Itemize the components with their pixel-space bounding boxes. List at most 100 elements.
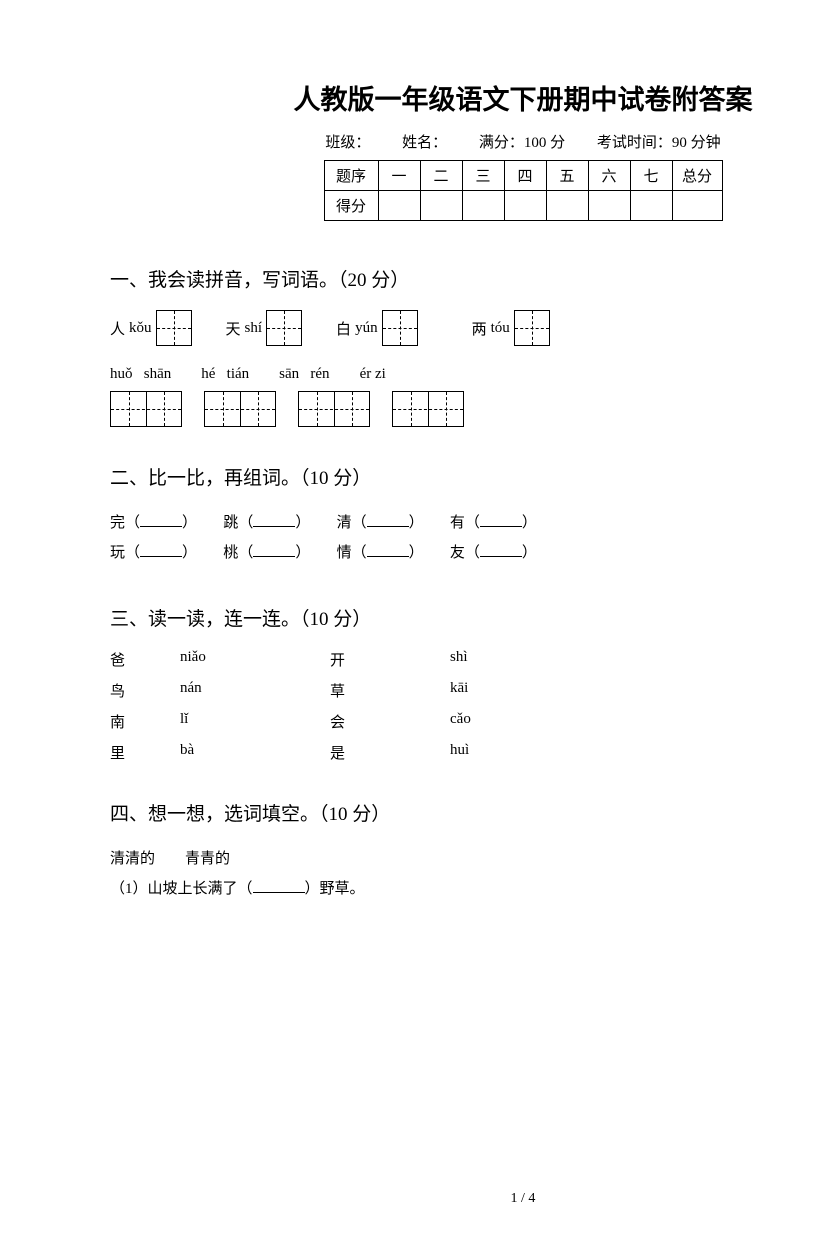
s4-choices: 清清的 青青的 (110, 844, 826, 874)
s1-pinyin-row: huǒ shān hé tián sān rén ér zi (110, 366, 826, 383)
meta-name: 姓名： (402, 135, 447, 151)
s2-row: 完（） 跳（） 清（） 有（） (110, 508, 826, 538)
s1-item: 人 kǒu (110, 310, 192, 346)
text: （1）山坡上长满了（ (110, 881, 253, 897)
char: 桃 (223, 538, 238, 568)
cell: nán (180, 680, 330, 701)
tianzi-box (156, 310, 192, 346)
section-3: 三、读一读，连一连。（10 分） 爸 niǎo 开 shì 鸟 nán 草 kā… (110, 604, 826, 763)
blank (253, 513, 295, 527)
s4-line1: （1）山坡上长满了（ ）野草。 (110, 874, 826, 904)
s3-title: 三、读一读，连一连。（10 分） (110, 604, 826, 631)
tianzi-box (266, 310, 302, 346)
score-col: 一 (378, 161, 420, 191)
pinyin: kǒu (129, 320, 152, 337)
hanzi: 两 (472, 318, 487, 339)
cell: 里 (110, 742, 180, 763)
blank (140, 543, 182, 557)
s1-box-row (110, 391, 826, 427)
s1-item: 天 shí (226, 310, 303, 346)
cell: 开 (330, 649, 450, 670)
hanzi: 天 (226, 318, 241, 339)
cell: shì (450, 649, 530, 670)
blank (480, 543, 522, 557)
tianzi-box (382, 310, 418, 346)
char: 友 (450, 538, 465, 568)
cell: cǎo (450, 711, 530, 732)
cell: 南 (110, 711, 180, 732)
tianzi-box-2 (392, 391, 464, 427)
score-cell (630, 191, 672, 221)
page-footer: 1 / 4 (110, 1191, 826, 1207)
s2-row: 玩（） 桃（） 情（） 友（） (110, 538, 826, 568)
pinyin: tóu (491, 320, 510, 337)
score-col: 二 (420, 161, 462, 191)
s1-row1: 人 kǒu 天 shí 白 yún 两 tóu (110, 310, 826, 346)
char: 有 (450, 508, 465, 538)
cell: lǐ (180, 711, 330, 732)
pinyin: ér zi (360, 366, 386, 383)
meta-time: 考试时间：90 分钟 (597, 135, 721, 151)
cell: kāi (450, 680, 530, 701)
blank (480, 513, 522, 527)
section-4: 四、想一想，选词填空。（10 分） 清清的 青青的 （1）山坡上长满了（ ）野草。 (110, 799, 826, 904)
score-cell (672, 191, 722, 221)
score-total: 总分 (672, 161, 722, 191)
section-2: 二、比一比，再组词。（10 分） 完（） 跳（） 清（） 有（） 玩（） 桃（）… (110, 463, 826, 568)
pinyin: sān rén (279, 366, 329, 383)
cell: 爸 (110, 649, 180, 670)
score-cell (462, 191, 504, 221)
section-1: 一、我会读拼音，写词语。（20 分） 人 kǒu 天 shí 白 yún 两 t… (110, 265, 826, 427)
tianzi-box-2 (204, 391, 276, 427)
score-cell (504, 191, 546, 221)
pinyin: yún (355, 320, 378, 337)
hanzi: 白 (336, 318, 351, 339)
s4-title: 四、想一想，选词填空。（10 分） (110, 799, 826, 826)
meta-line: 班级： 姓名： 满分：100 分 考试时间：90 分钟 (110, 131, 826, 152)
page-title: 人教版一年级语文下册期中试卷附答案 (110, 78, 826, 117)
blank (367, 543, 409, 557)
score-col: 七 (630, 161, 672, 191)
tianzi-box (514, 310, 550, 346)
s1-item: 白 yún (336, 310, 418, 346)
score-col: 五 (546, 161, 588, 191)
cell: huì (450, 742, 530, 763)
cell: niǎo (180, 649, 330, 670)
s1-item: 两 tóu (472, 310, 550, 346)
blank (140, 513, 182, 527)
blank (253, 879, 305, 893)
score-head2: 得分 (324, 191, 378, 221)
score-cell (378, 191, 420, 221)
meta-full: 满分：100 分 (479, 135, 565, 151)
char: 跳 (223, 508, 238, 538)
tianzi-box-2 (298, 391, 370, 427)
s1-title: 一、我会读拼音，写词语。（20 分） (110, 265, 826, 292)
char: 情 (337, 538, 352, 568)
meta-class: 班级： (325, 135, 370, 151)
s2-title: 二、比一比，再组词。（10 分） (110, 463, 826, 490)
blank (253, 543, 295, 557)
char: 清 (337, 508, 352, 538)
cell: 会 (330, 711, 450, 732)
char: 玩 (110, 538, 125, 568)
blank (367, 513, 409, 527)
s3-grid: 爸 niǎo 开 shì 鸟 nán 草 kāi 南 lǐ 会 cǎo 里 bà… (110, 649, 826, 763)
score-cell (588, 191, 630, 221)
cell: bà (180, 742, 330, 763)
score-cell (546, 191, 588, 221)
score-col: 六 (588, 161, 630, 191)
text: ）野草。 (305, 881, 365, 897)
cell: 鸟 (110, 680, 180, 701)
score-head: 题序 (324, 161, 378, 191)
hanzi: 人 (110, 318, 125, 339)
score-col: 四 (504, 161, 546, 191)
score-table: 题序 一 二 三 四 五 六 七 总分 得分 (324, 160, 723, 221)
pinyin: hé tián (201, 366, 249, 383)
cell: 草 (330, 680, 450, 701)
pinyin: shí (245, 320, 263, 337)
pinyin: huǒ shān (110, 366, 171, 383)
char: 完 (110, 508, 125, 538)
score-col: 三 (462, 161, 504, 191)
cell: 是 (330, 742, 450, 763)
tianzi-box-2 (110, 391, 182, 427)
